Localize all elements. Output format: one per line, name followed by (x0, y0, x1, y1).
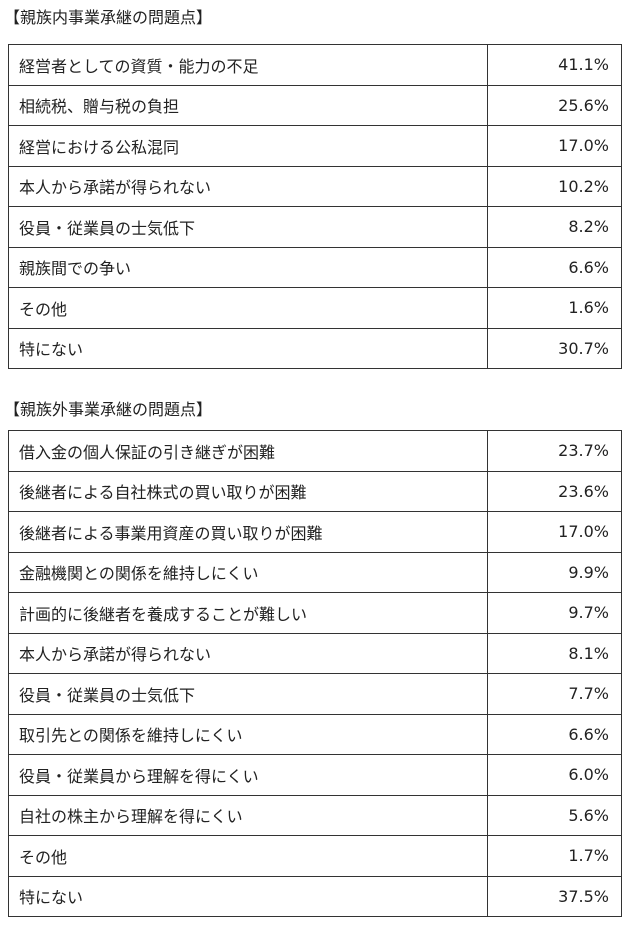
row-label: 借入金の個人保証の引き継ぎが困難 (8, 430, 488, 472)
row-value: 5.6% (487, 794, 622, 836)
row-value: 23.7% (487, 430, 622, 472)
table-row: 役員・従業員の士気低下 8.2% (8, 206, 622, 248)
row-label: 経営者としての資質・能力の不足 (8, 44, 488, 86)
row-label: 金融機関との関係を維持しにくい (8, 551, 488, 593)
row-label: 本人から承諾が得られない (8, 165, 488, 207)
row-value: 17.0% (487, 125, 622, 167)
data-table: 経営者としての資質・能力の不足 41.1% 相続税、贈与税の負担 25.6% 経営におけ… (8, 44, 622, 369)
row-label: 特にない (8, 875, 488, 917)
row-value: 6.0% (487, 754, 622, 796)
section-title: 【親族内事業承継の問題点】 (4, 8, 213, 27)
row-label: 親族間での争い (8, 246, 488, 288)
row-label: 後継者による事業用資産の買い取りが困難 (8, 511, 488, 553)
row-value: 6.6% (487, 246, 622, 288)
row-label: 自社の株主から理解を得にくい (8, 794, 488, 836)
table-row: 借入金の個人保証の引き継ぎが困難 23.7% (8, 430, 622, 472)
row-label: 相続税、贈与税の負担 (8, 84, 488, 126)
row-value: 8.1% (487, 632, 622, 674)
row-label: 特にない (8, 327, 488, 369)
row-label: 後継者による自社株式の買い取りが困難 (8, 470, 488, 512)
table-row: 自社の株主から理解を得にくい 5.6% (8, 794, 622, 836)
row-label: 本人から承諾が得られない (8, 632, 488, 674)
data-table: 借入金の個人保証の引き継ぎが困難 23.7% 後継者による自社株式の買い取りが困難 2… (8, 430, 622, 917)
row-value: 6.6% (487, 713, 622, 755)
row-label: 経営における公私混同 (8, 125, 488, 167)
row-value: 1.6% (487, 287, 622, 329)
row-value: 30.7% (487, 327, 622, 369)
row-value: 37.5% (487, 875, 622, 917)
table-body: 借入金の個人保証の引き継ぎが困難 23.7% 後継者による自社株式の買い取りが困難 2… (8, 430, 622, 917)
table-row: 経営における公私混同 17.0% (8, 125, 622, 167)
row-value: 1.7% (487, 835, 622, 877)
table-row: 金融機関との関係を維持しにくい 9.9% (8, 551, 622, 593)
table-row: 後継者による事業用資産の買い取りが困難 17.0% (8, 511, 622, 553)
row-value: 17.0% (487, 511, 622, 553)
table-row: その他 1.7% (8, 835, 622, 877)
row-label: 役員・従業員から理解を得にくい (8, 754, 488, 796)
row-value: 10.2% (487, 165, 622, 207)
table-row: 経営者としての資質・能力の不足 41.1% (8, 44, 622, 86)
row-label: その他 (8, 835, 488, 877)
row-value: 9.7% (487, 592, 622, 634)
table-row: 計画的に後継者を養成することが難しい 9.7% (8, 592, 622, 634)
table-row: 本人から承諾が得られない 8.1% (8, 632, 622, 674)
row-label: 計画的に後継者を養成することが難しい (8, 592, 488, 634)
row-value: 9.9% (487, 551, 622, 593)
row-value: 7.7% (487, 673, 622, 715)
table-row: 本人から承諾が得られない 10.2% (8, 165, 622, 207)
table-row: 取引先との関係を維持しにくい 6.6% (8, 713, 622, 755)
row-label: 役員・従業員の士気低下 (8, 673, 488, 715)
table-row: 相続税、贈与税の負担 25.6% (8, 84, 622, 126)
table-row: 役員・従業員の士気低下 7.7% (8, 673, 622, 715)
table-row: 役員・従業員から理解を得にくい 6.0% (8, 754, 622, 796)
row-value: 8.2% (487, 206, 622, 248)
table-row: その他 1.6% (8, 287, 622, 329)
table-row: 特にない 37.5% (8, 875, 622, 917)
table-row: 親族間での争い 6.6% (8, 246, 622, 288)
row-value: 41.1% (487, 44, 622, 86)
row-value: 23.6% (487, 470, 622, 512)
table-body: 経営者としての資質・能力の不足 41.1% 相続税、贈与税の負担 25.6% 経営におけ… (8, 44, 622, 369)
row-value: 25.6% (487, 84, 622, 126)
section-title: 【親族外事業承継の問題点】 (4, 400, 213, 419)
row-label: その他 (8, 287, 488, 329)
row-label: 役員・従業員の士気低下 (8, 206, 488, 248)
table-row: 後継者による自社株式の買い取りが困難 23.6% (8, 470, 622, 512)
table-row: 特にない 30.7% (8, 327, 622, 369)
row-label: 取引先との関係を維持しにくい (8, 713, 488, 755)
